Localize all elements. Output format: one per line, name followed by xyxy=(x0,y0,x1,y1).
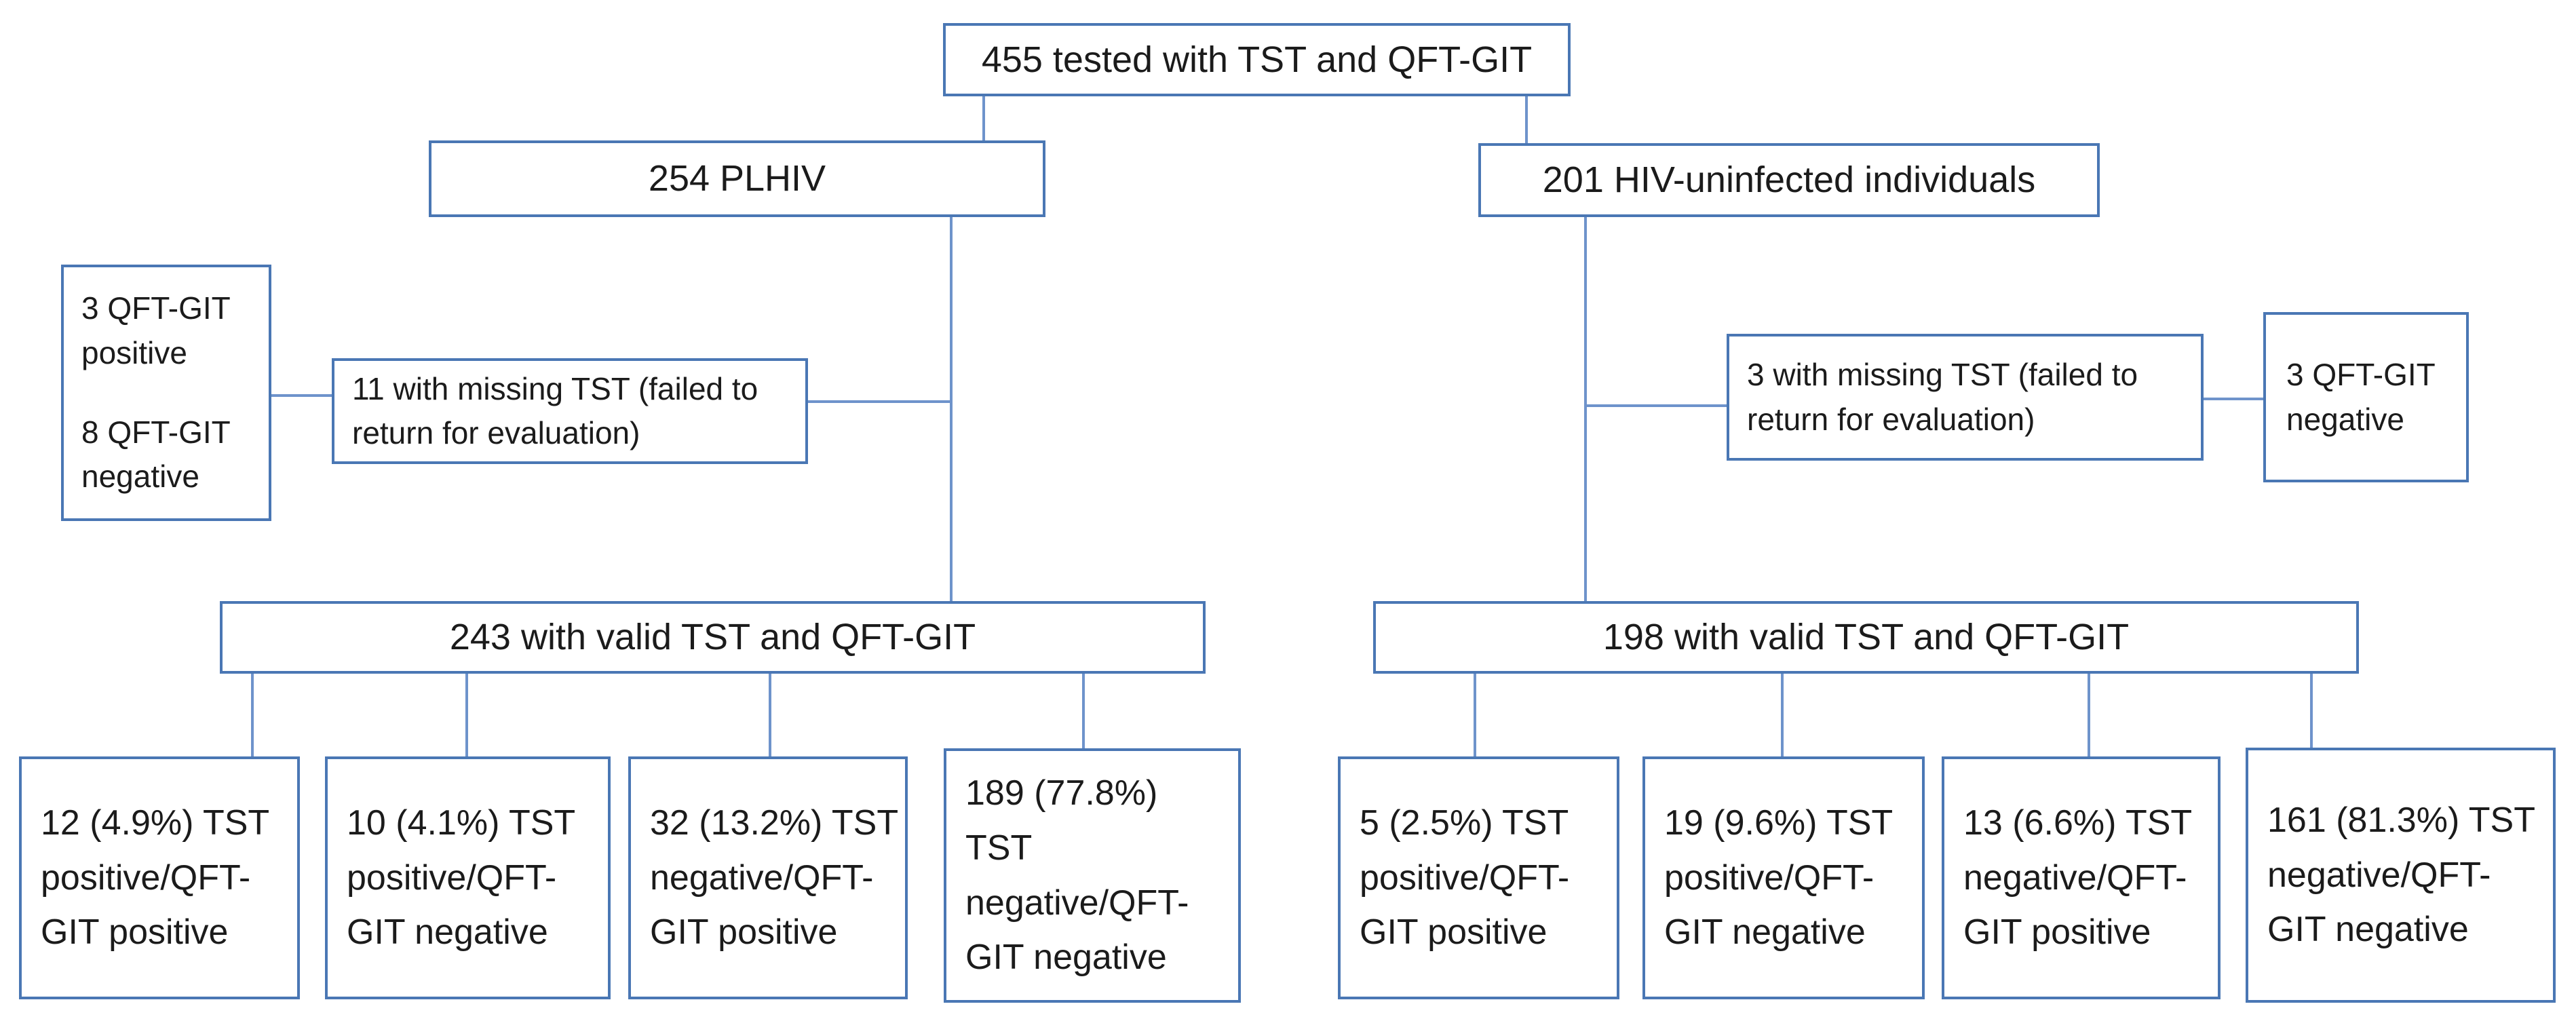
connector-valid-plhiv-to-result-2 xyxy=(465,674,468,756)
node-plhiv-group: 254 PLHIV xyxy=(429,140,1045,217)
connector-missing-to-main-plhiv xyxy=(808,400,950,403)
node-hiv-uninfected-valid: 198 with valid TST and QFT-GIT xyxy=(1373,601,2359,674)
connector-hiv-uninfected-to-valid xyxy=(1584,217,1587,601)
node-hiv-uninfected-missing-tst: 3 with missing TST (failed to return for … xyxy=(1727,334,2204,461)
node-plhiv-valid-label: 243 with valid TST and QFT-GIT xyxy=(449,617,976,658)
connector-valid-plhiv-to-result-3 xyxy=(769,674,771,756)
connector-valid-hiv-uninfected-to-result-4 xyxy=(2310,674,2313,748)
result-plhiv-tst-pos-qft-pos-label: 12 (4.9%) TST positive/QFT- GIT positive xyxy=(41,803,270,953)
result-plhiv-tst-neg-qft-neg-label: 189 (77.8%) TST negative/QFT- GIT negative xyxy=(965,773,1189,978)
node-plhiv-missing-tst: 11 with missing TST (failed to return for… xyxy=(332,358,808,464)
node-plhiv-group-label: 254 PLHIV xyxy=(648,158,826,199)
result-plhiv-tst-neg-qft-pos: 32 (13.2%) TST negative/QFT- GIT positive xyxy=(628,756,908,999)
plhiv-qft-negative-count: 8 QFT-GIT negative xyxy=(81,415,231,495)
result-plhiv-tst-neg-qft-neg: 189 (77.8%) TST negative/QFT- GIT negative xyxy=(944,748,1241,1003)
node-hiv-uninfected-missing-tst-label: 3 with missing TST (failed to return for … xyxy=(1747,357,2138,437)
result-hiv-uninfected-tst-pos-qft-neg: 19 (9.6%) TST positive/QFT- GIT negative xyxy=(1642,756,1925,999)
plhiv-qft-positive-count: 3 QFT-GIT positive xyxy=(81,290,231,370)
node-hiv-uninfected-valid-label: 198 with valid TST and QFT-GIT xyxy=(1602,617,2130,658)
result-plhiv-tst-pos-qft-neg: 10 (4.1%) TST positive/QFT- GIT negative xyxy=(325,756,611,999)
result-hiv-uninfected-tst-pos-qft-neg-label: 19 (9.6%) TST positive/QFT- GIT negative xyxy=(1664,803,1893,953)
result-hiv-uninfected-tst-pos-qft-pos-label: 5 (2.5%) TST positive/QFT- GIT positive xyxy=(1360,803,1570,953)
connector-valid-hiv-uninfected-to-result-3 xyxy=(2088,674,2090,756)
hiv-uninfected-qft-negative-count: 3 QFT-GIT negative xyxy=(2286,357,2436,437)
connector-valid-hiv-uninfected-to-result-2 xyxy=(1781,674,1784,756)
result-plhiv-tst-neg-qft-pos-label: 32 (13.2%) TST negative/QFT- GIT positive xyxy=(650,803,899,953)
result-hiv-uninfected-tst-neg-qft-pos: 13 (6.6%) TST negative/QFT- GIT positive xyxy=(1942,756,2221,999)
node-hiv-uninfected-group: 201 HIV-uninfected individuals xyxy=(1478,143,2100,217)
node-plhiv-valid: 243 with valid TST and QFT-GIT xyxy=(220,601,1206,674)
result-plhiv-tst-pos-qft-neg-label: 10 (4.1%) TST positive/QFT- GIT negative xyxy=(347,803,576,953)
connector-main-to-missing-hiv-uninfected xyxy=(1587,404,1727,407)
connector-valid-plhiv-to-result-4 xyxy=(1082,674,1085,748)
node-plhiv-missing-tst-label: 11 with missing TST (failed to return for… xyxy=(352,370,758,450)
connector-total-to-hiv-uninfected xyxy=(1525,96,1528,143)
result-hiv-uninfected-tst-neg-qft-neg: 161 (81.3%) TST negative/QFT- GIT negative xyxy=(2246,748,2556,1003)
result-plhiv-tst-pos-qft-pos: 12 (4.9%) TST positive/QFT- GIT positive xyxy=(19,756,300,999)
result-hiv-uninfected-tst-neg-qft-pos-label: 13 (6.6%) TST negative/QFT- GIT positive xyxy=(1963,803,2193,953)
node-total-tested: 455 tested with TST and QFT-GIT xyxy=(943,23,1571,96)
connector-plhiv-to-valid xyxy=(950,217,953,601)
connector-breakdown-to-missing-plhiv xyxy=(271,394,332,397)
connector-valid-hiv-uninfected-to-result-1 xyxy=(1474,674,1476,756)
node-plhiv-missing-qft-breakdown: 3 QFT-GIT positive 8 QFT-GIT negative xyxy=(61,265,271,521)
connector-missing-to-breakdown-hiv-uninfected xyxy=(2204,398,2263,400)
node-hiv-uninfected-group-label: 201 HIV-uninfected individuals xyxy=(1542,159,2036,201)
connector-total-to-plhiv xyxy=(982,96,985,140)
node-total-tested-label: 455 tested with TST and QFT-GIT xyxy=(981,39,1533,80)
node-hiv-uninfected-missing-qft-breakdown: 3 QFT-GIT negative xyxy=(2263,312,2469,482)
connector-valid-plhiv-to-result-1 xyxy=(251,674,254,756)
result-hiv-uninfected-tst-pos-qft-pos: 5 (2.5%) TST positive/QFT- GIT positive xyxy=(1338,756,1619,999)
result-hiv-uninfected-tst-neg-qft-neg-label: 161 (81.3%) TST negative/QFT- GIT negative xyxy=(2267,801,2536,950)
